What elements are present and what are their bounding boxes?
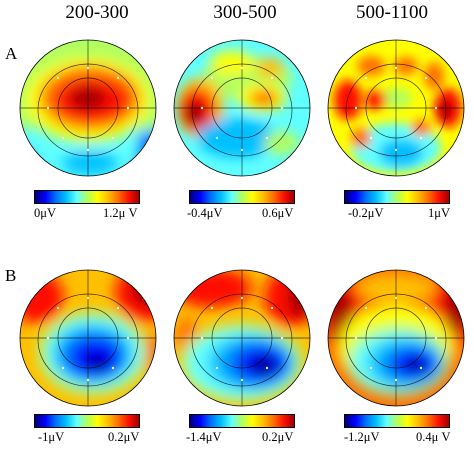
colorbar-a-500-1100	[344, 190, 450, 204]
colorbar-a-300-500	[189, 190, 295, 204]
colorbar-b-300-500-min-label: -1.4μV	[186, 430, 222, 444]
colorbar-b-500-1100-max-label: 0.4μ V	[416, 430, 451, 444]
colorbar-b-200-300-min-label: -1μV	[38, 430, 65, 444]
colorbar-a-300-500-max-label: 0.6μV	[262, 206, 294, 220]
colorbar-b-300-500-max-label: 0.2μV	[262, 430, 294, 444]
column-title-200-300: 200-300	[65, 2, 129, 23]
colorbar-a-200-300	[34, 190, 140, 204]
colorbar-a-200-300-min-label: 0μV	[34, 206, 56, 220]
colorbar-a-200-300-max-label: 1.2μ V	[103, 206, 138, 220]
colorbar-b-300-500	[189, 414, 295, 428]
topo-map-b-500-1100	[327, 269, 465, 407]
row-label-a: A	[5, 44, 18, 63]
topo-map-a-200-300	[19, 39, 157, 177]
column-title-300-500: 300-500	[213, 2, 277, 23]
colorbar-b-500-1100	[344, 414, 450, 428]
topo-map-a-500-1100	[327, 39, 465, 177]
colorbar-a-300-500-min-label: -0.4μV	[187, 206, 223, 220]
topo-map-b-300-500	[173, 269, 311, 407]
colorbar-b-200-300-max-label: 0.2μV	[108, 430, 140, 444]
colorbar-a-500-1100-min-label: -0.2μV	[348, 206, 384, 220]
topo-map-b-200-300	[19, 269, 157, 407]
colorbar-b-500-1100-min-label: -1.2μV	[344, 430, 380, 444]
column-title-500-1100: 500-1100	[355, 2, 429, 23]
colorbar-a-500-1100-max-label: 1μV	[428, 206, 450, 220]
colorbar-b-200-300	[34, 414, 140, 428]
topo-map-a-300-500	[173, 39, 311, 177]
row-label-b: B	[5, 266, 17, 285]
